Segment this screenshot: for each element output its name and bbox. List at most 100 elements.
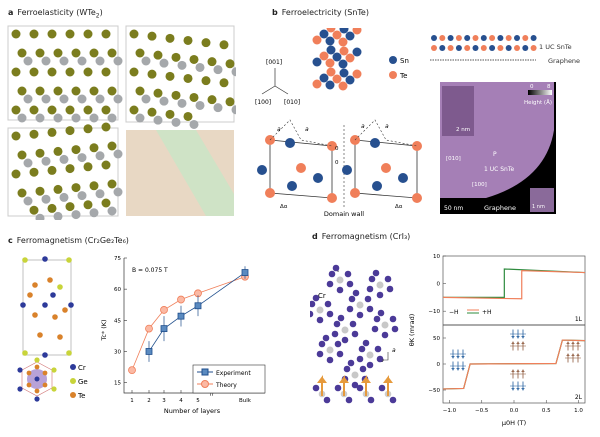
te-atom: [107, 141, 117, 151]
w-atom: [41, 194, 51, 204]
x-tick-label: 0.0: [510, 408, 519, 414]
i-atom: [341, 336, 349, 344]
panel-letter: d: [312, 232, 318, 241]
te-atom: [29, 105, 39, 115]
te-atom: [129, 105, 139, 115]
arrow-head: [461, 368, 465, 371]
height-label: Height (Å): [524, 99, 552, 106]
film-label: 1 UC SnTe: [484, 166, 514, 173]
i-atom: [386, 285, 394, 293]
te-atom: [225, 97, 235, 107]
snte-chain: [431, 35, 537, 51]
te-atom: [47, 203, 57, 213]
i-atom: [345, 396, 353, 404]
i-atom: [332, 264, 340, 272]
atom: [339, 46, 349, 56]
i-atom: [351, 381, 359, 389]
arrow-head: [511, 388, 515, 391]
w-atom: [141, 56, 151, 66]
arrow-head: [461, 356, 465, 359]
te-atom: [89, 86, 99, 96]
atom: [17, 367, 23, 373]
w-atom: [141, 94, 151, 104]
atom: [514, 45, 520, 51]
te-atom: [129, 67, 139, 77]
te-atom: [17, 188, 27, 198]
w-atom: [231, 105, 236, 115]
legend: Experiment Theory: [192, 364, 266, 394]
experiment-point: [241, 269, 249, 276]
i-atom: [376, 355, 384, 363]
y-axis-label: θK (mrad): [408, 314, 416, 347]
te-atom: [47, 67, 57, 77]
i-atom: [346, 280, 354, 288]
i-atom: [356, 384, 364, 392]
atom: [51, 386, 57, 392]
te-atom: [171, 90, 181, 100]
atom: [439, 45, 446, 51]
te-atom: [183, 111, 193, 121]
i-atom: [310, 310, 314, 318]
w-atom: [153, 115, 163, 125]
sn-atom: [257, 165, 267, 175]
w-atom: [195, 100, 205, 110]
te-atom: [53, 48, 63, 58]
title-sub: 2: [95, 12, 100, 20]
te-atom: [29, 67, 39, 77]
theory-point: [177, 295, 185, 304]
i-atom: [368, 275, 376, 283]
atom: [530, 45, 537, 51]
title-text: Ferroelasticity (WTe: [17, 8, 96, 17]
i-atom: [323, 396, 331, 404]
theory-point: [145, 324, 153, 333]
te-atom: [171, 52, 181, 62]
wte2-structure-1: [125, 25, 236, 129]
i-atom: [328, 270, 336, 278]
arrow-head: [521, 369, 525, 372]
atom: [480, 45, 487, 51]
te-legend-dot: [389, 71, 397, 79]
te-atom: [296, 163, 306, 173]
te-atom: [327, 141, 337, 151]
domain-stripe: [156, 130, 234, 216]
te-atom: [27, 292, 33, 298]
arrow-head: [571, 353, 575, 356]
w-atom: [177, 60, 187, 70]
arrow-head: [516, 336, 520, 339]
legend-te: Te: [77, 392, 85, 400]
atom: [497, 45, 504, 51]
arrow-head: [576, 341, 580, 344]
arrow-head: [451, 368, 455, 371]
title-text: Ferroelectricity (SnTe): [281, 8, 369, 17]
te-atom: [83, 124, 93, 134]
spin-arrow-icon: [317, 375, 327, 396]
sn-atom: [372, 181, 382, 191]
ge-atom: [22, 350, 28, 356]
i-atom: [372, 269, 380, 277]
y-axis-label: Tc* (K): [100, 319, 108, 341]
axis-break: //: [210, 390, 215, 397]
te-atom: [47, 29, 57, 39]
series-minus-h: [443, 268, 586, 299]
te-atom: [71, 86, 81, 96]
w-atom: [41, 94, 51, 104]
legend-ge: Ge: [78, 378, 88, 386]
panel-d-title: d Ferromagnetism (CrI₃): [312, 232, 410, 241]
w-atom: [177, 98, 187, 108]
te-atom: [189, 54, 199, 64]
atom: [505, 35, 512, 41]
panel-letter: b: [272, 8, 278, 17]
atom: [522, 45, 529, 51]
lattice-a11: a: [305, 126, 309, 133]
atom: [352, 28, 362, 35]
atom: [439, 35, 446, 41]
te-atom: [107, 86, 117, 96]
te-atom: [62, 307, 68, 313]
x-tick-label: 5: [196, 398, 200, 404]
spin-config-icon: [450, 349, 466, 371]
legend-minus-h: −H: [449, 309, 459, 316]
i-atom: [362, 339, 370, 347]
cr-atom: [34, 376, 40, 382]
x-tick-label: 4: [179, 398, 183, 404]
x-tick-label: −0.5: [475, 408, 489, 414]
